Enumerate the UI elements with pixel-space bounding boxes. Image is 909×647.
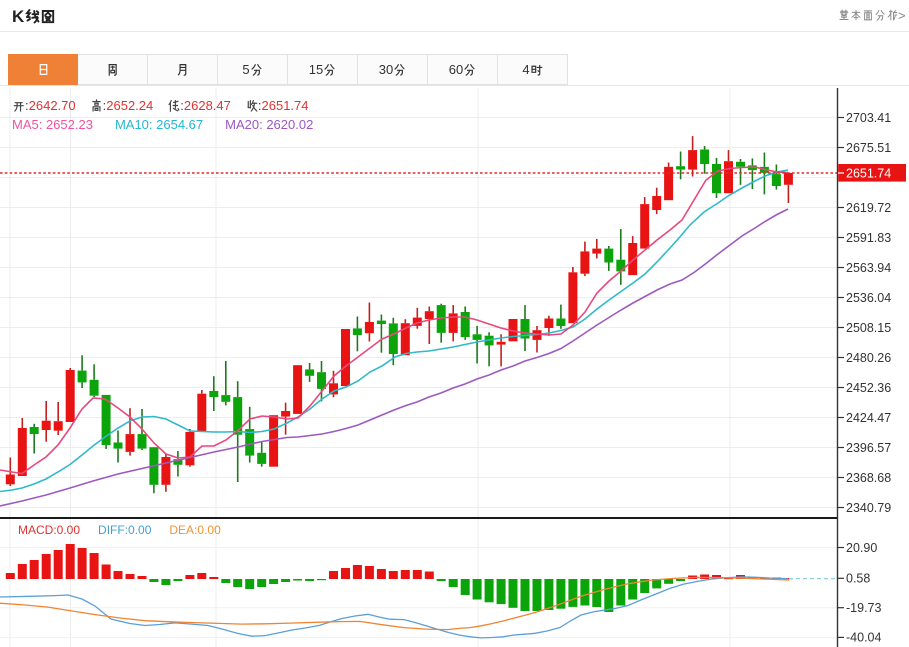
svg-text:2396.57: 2396.57 — [846, 441, 891, 455]
svg-text:2480.26: 2480.26 — [846, 351, 891, 365]
svg-text:-40.04: -40.04 — [846, 631, 881, 645]
svg-text:2508.15: 2508.15 — [846, 321, 891, 335]
svg-text:2591.83: 2591.83 — [846, 231, 891, 245]
svg-text:2619.72: 2619.72 — [846, 201, 891, 215]
svg-text:2424.47: 2424.47 — [846, 411, 891, 425]
svg-text:2703.41: 2703.41 — [846, 111, 891, 125]
svg-text:0.58: 0.58 — [846, 572, 870, 586]
svg-text:-19.73: -19.73 — [846, 601, 881, 615]
svg-text:2675.51: 2675.51 — [846, 141, 891, 155]
svg-text:2340.79: 2340.79 — [846, 501, 891, 515]
svg-text:20.90: 20.90 — [846, 541, 877, 555]
svg-text:2368.68: 2368.68 — [846, 471, 891, 485]
svg-text:2452.36: 2452.36 — [846, 381, 891, 395]
svg-text:2651.74: 2651.74 — [846, 167, 891, 181]
svg-text:2536.04: 2536.04 — [846, 291, 891, 305]
svg-text:2563.94: 2563.94 — [846, 261, 891, 275]
